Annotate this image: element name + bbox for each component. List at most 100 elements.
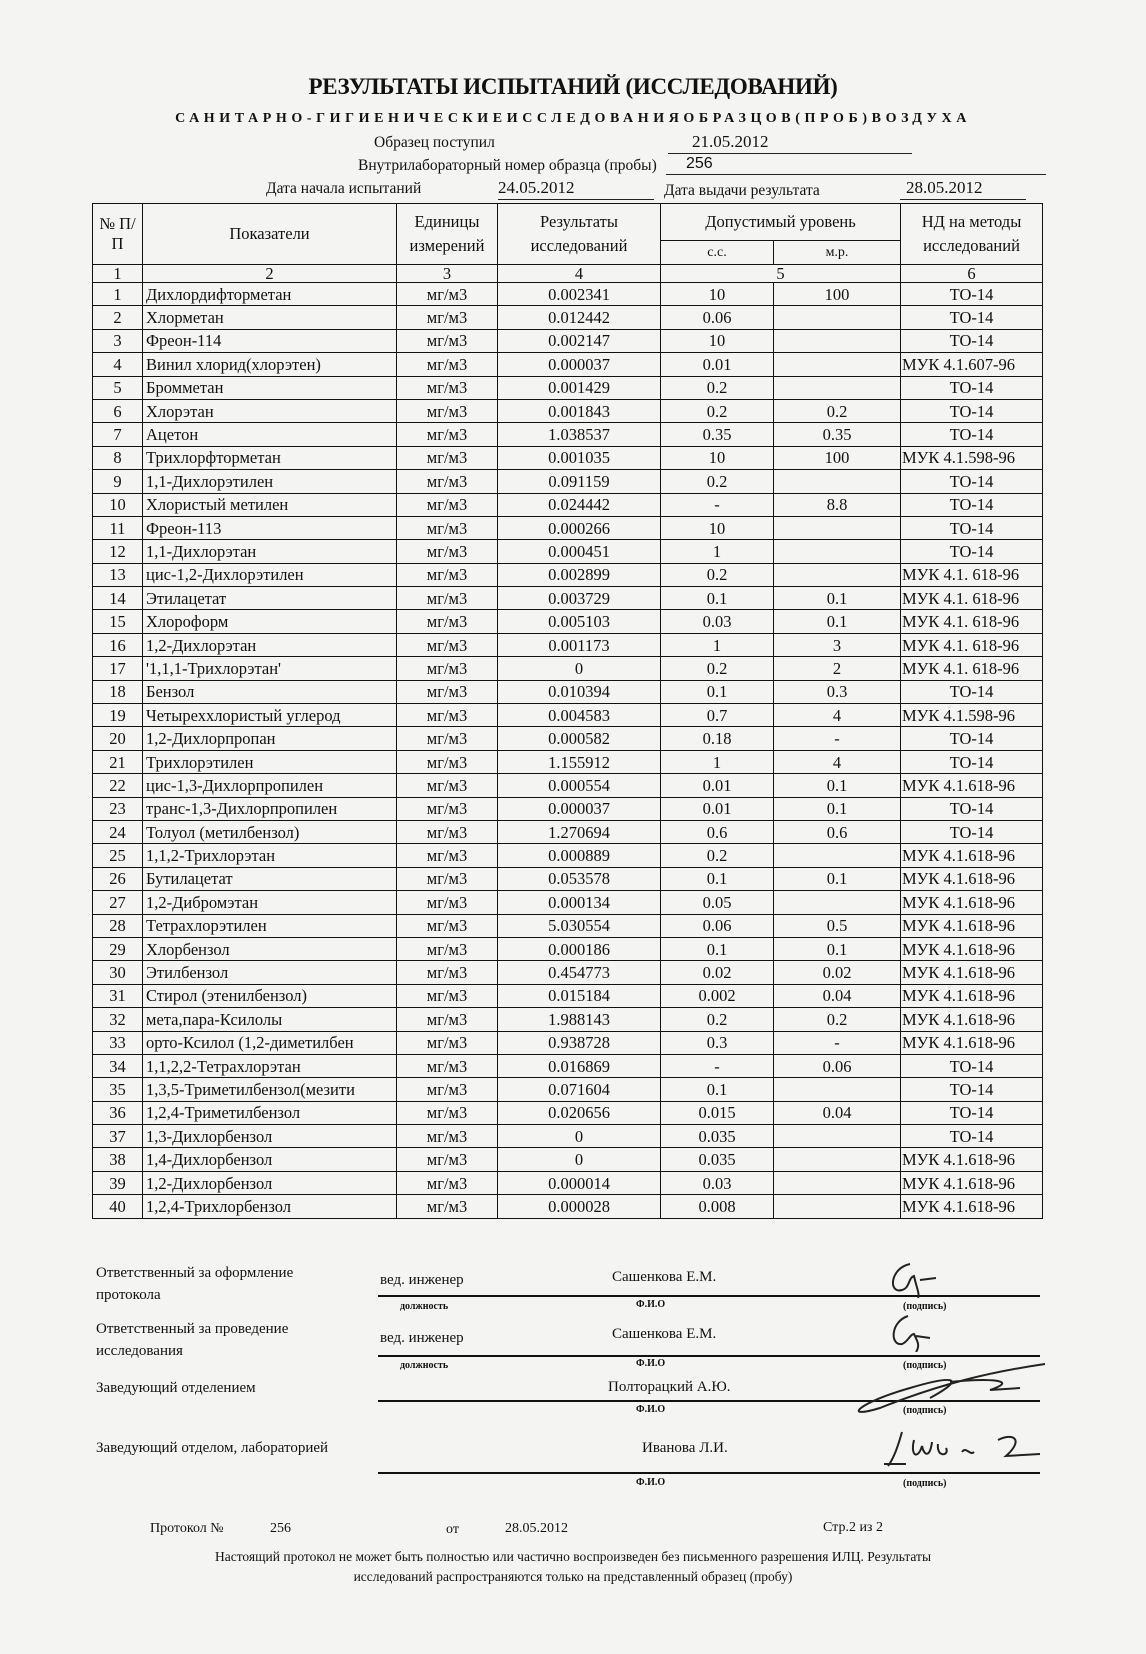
table-row: 12 1,1-Дихлорэтан мг/м3 0.000451 1 ТО-14: [92, 539, 1043, 564]
indicator-name: 1,1,2,2-Тетрахлорэтан: [142, 1053, 397, 1079]
method-document: ТО-14: [900, 819, 1043, 845]
table-row: 5 Бромметан мг/м3 0.001429 0.2 ТО-14: [92, 375, 1043, 400]
table-row: 26 Бутилацетат мг/м3 0.053578 0.1 0.1 МУК 4.1.…: [92, 866, 1043, 892]
allowed-mr: 4: [773, 703, 901, 728]
allowed-cc: 10: [660, 281, 774, 307]
allowed-mr: 0.2: [773, 398, 901, 424]
signature-line: [378, 1400, 1040, 1402]
result-value: 0.000582: [497, 726, 661, 751]
table-row: 8 Трихлорфторметан мг/м3 0.001035 10 100 МУК 4…: [92, 445, 1043, 471]
allowed-cc: 0.01: [660, 773, 774, 798]
lab-number-label: Внутрилабораторный номер образца (пробы): [358, 157, 657, 174]
indicator-name: Этилацетат: [142, 586, 397, 611]
unit: мг/м3: [396, 1053, 498, 1079]
indicator-name: цис-1,3-Дихлорпропилен: [142, 773, 397, 798]
method-document: МУК 4.1. 618-96: [900, 632, 1043, 658]
table-row: 6 Хлорэтан мг/м3 0.001843 0.2 0.2 ТО-14: [92, 398, 1043, 424]
allowed-cc: 0.2: [660, 843, 774, 868]
signature-line: [378, 1355, 1040, 1357]
indicator-name: Бромметан: [142, 375, 397, 400]
row-number: 36: [92, 1100, 143, 1126]
indicator-name: Фреон-114: [142, 328, 397, 354]
allowed-mr: [773, 539, 901, 564]
unit: мг/м3: [396, 983, 498, 1009]
row-number: 10: [92, 492, 143, 517]
allowed-cc: -: [660, 492, 774, 517]
allowed-mr: [773, 890, 901, 915]
disclaimer-line-1: Настоящий протокол не может быть полност…: [214, 1549, 932, 1564]
allowed-cc: 0.06: [660, 305, 774, 330]
table-row: 21 Трихлорэтилен мг/м3 1.155912 1 4 ТО-14: [92, 749, 1043, 775]
result-value: 0.012442: [497, 305, 661, 330]
indicator-name: 1,2-Дибромэтан: [142, 890, 397, 915]
result-value: 0.002147: [497, 328, 661, 354]
method-document: ТО-14: [900, 1077, 1043, 1102]
row-number: 38: [92, 1147, 143, 1172]
result-value: 0: [497, 1124, 661, 1149]
unit: мг/м3: [396, 866, 498, 892]
result-date-label: Дата выдачи результата: [664, 182, 820, 199]
row-number: 31: [92, 983, 143, 1009]
unit: мг/м3: [396, 890, 498, 915]
signature-role: Ответственный за оформление протокола: [96, 1265, 294, 1303]
row-number: 37: [92, 1124, 143, 1149]
header-mr: м.р.: [773, 240, 901, 265]
method-document: ТО-14: [900, 328, 1043, 354]
header-cc: с.с.: [660, 240, 774, 265]
row-number: 27: [92, 890, 143, 915]
allowed-cc: 0.035: [660, 1124, 774, 1149]
unit: мг/м3: [396, 422, 498, 447]
method-document: МУК 4.1.618-96: [900, 1147, 1043, 1172]
indicator-name: Стирол (этенилбензол): [142, 983, 397, 1009]
unit: мг/м3: [396, 562, 498, 588]
allowed-mr: 0.04: [773, 983, 901, 1009]
test-start-value: 24.05.2012: [498, 178, 654, 200]
table-row: 11 Фреон-113 мг/м3 0.000266 10 ТО-14: [92, 515, 1043, 541]
result-value: 1.988143: [497, 1007, 661, 1032]
indicator-name: 1,1-Дихлорэтан: [142, 539, 397, 564]
method-document: ТО-14: [900, 1053, 1043, 1079]
page-number: Стр.2 из 2: [823, 1520, 883, 1535]
unit: мг/м3: [396, 281, 498, 307]
signature-caption: (подпись): [903, 1405, 947, 1416]
allowed-mr: 0.1: [773, 773, 901, 798]
test-start-label: Дата начала испытаний: [266, 180, 422, 197]
allowed-mr: [773, 1194, 901, 1219]
result-value: 0.001035: [497, 445, 661, 471]
unit: мг/м3: [396, 1170, 498, 1196]
table-row: 9 1,1-Дихлорэтилен мг/м3 0.091159 0.2 ТО-14: [92, 469, 1043, 494]
disclaimer-line-2: исследований распространяются только на …: [353, 1569, 793, 1584]
unit: мг/м3: [396, 773, 498, 798]
allowed-cc: 10: [660, 515, 774, 541]
row-number: 24: [92, 819, 143, 845]
allowed-cc: 0.1: [660, 679, 774, 705]
allowed-cc: 0.6: [660, 819, 774, 845]
indicator-name: Бензол: [142, 679, 397, 705]
allowed-mr: [773, 375, 901, 400]
indicator-name: 1,2-Дихлорбензол: [142, 1170, 397, 1196]
row-number: 2: [92, 305, 143, 330]
allowed-cc: 10: [660, 328, 774, 354]
method-document: МУК 4.1. 618-96: [900, 609, 1043, 634]
indicator-name: 1,1,2-Трихлорэтан: [142, 843, 397, 868]
indicator-name: 1,3-Дихлорбензол: [142, 1124, 397, 1149]
unit: мг/м3: [396, 632, 498, 658]
handwritten-signature: [892, 1315, 931, 1352]
table-row: 16 1,2-Дихлорэтан мг/м3 0.001173 1 3 МУК 4.1. …: [92, 632, 1043, 658]
unit: мг/м3: [396, 1077, 498, 1102]
method-document: ТО-14: [900, 469, 1043, 494]
allowed-mr: 0.6: [773, 819, 901, 845]
allowed-cc: 1: [660, 749, 774, 775]
unit: мг/м3: [396, 1030, 498, 1055]
table-row: 30 Этилбензол мг/м3 0.454773 0.02 0.02 МУК 4.1…: [92, 960, 1043, 985]
result-value: 0.002899: [497, 562, 661, 588]
result-value: 0.000037: [497, 796, 661, 821]
indicator-name: Этилбензол: [142, 960, 397, 985]
unit: мг/м3: [396, 328, 498, 354]
unit: мг/м3: [396, 796, 498, 821]
unit: мг/м3: [396, 469, 498, 494]
sample-received-value: 21.05.2012: [668, 132, 912, 154]
result-value: 0.071604: [497, 1077, 661, 1102]
allowed-mr: 0.5: [773, 913, 901, 938]
column-number: 2: [142, 264, 397, 283]
